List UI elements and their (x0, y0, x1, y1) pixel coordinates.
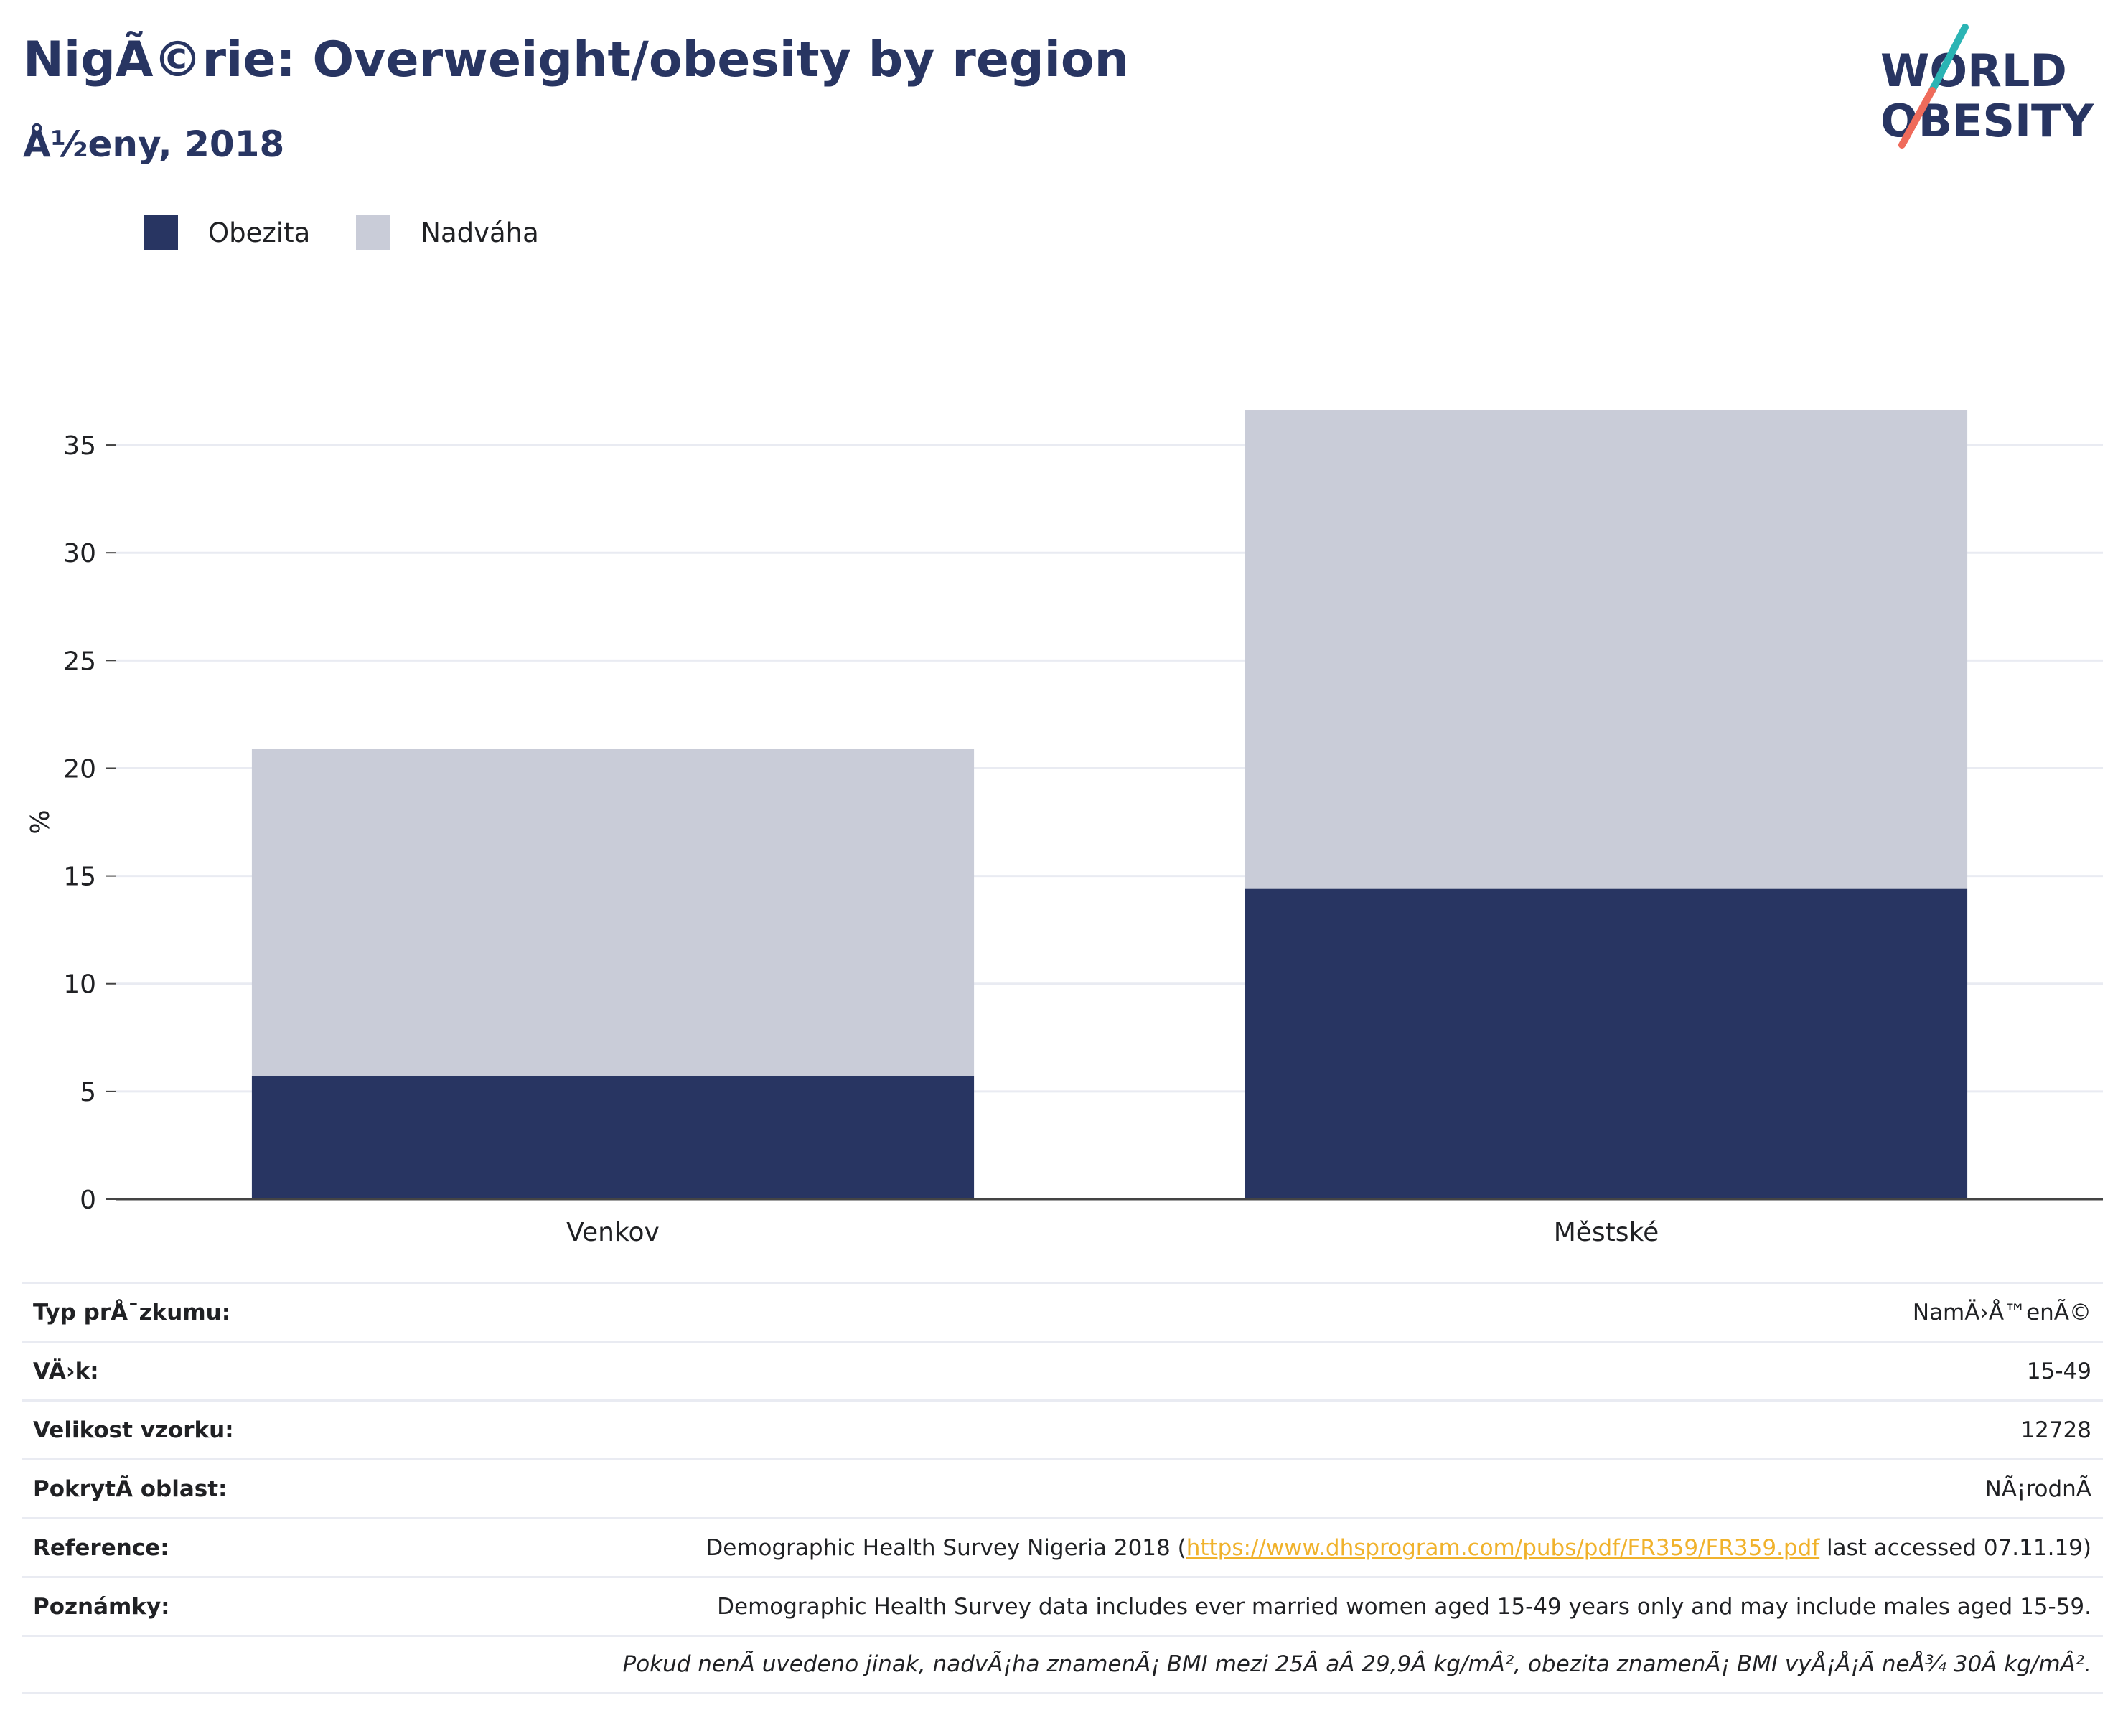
y-tick-label-35: 35 (63, 431, 96, 461)
bar-venkov-nadváha (251, 749, 975, 1076)
legend-label-obezita: Obezita (208, 217, 311, 248)
logo-line1: WORLD (1880, 44, 2067, 97)
x-tick-label-1: Městské (1554, 1218, 1659, 1247)
meta-label-sample-size: Velikost vzorku: (33, 1417, 234, 1443)
meta-label-coverage: PokrytÃ­ oblast: (33, 1475, 228, 1502)
y-tick-label-10: 10 (63, 970, 96, 1000)
meta-value-reference: Demographic Health Survey Nigeria 2018 (… (706, 1535, 2091, 1561)
y-tick-label-20: 20 (63, 754, 96, 784)
meta-label-age: VÄ›k: (33, 1358, 99, 1384)
meta-row-survey-type: Typ prÅ¯zkumu: NamÄ›Å™enÃ© (22, 1282, 2103, 1341)
y-tick-label-25: 25 (63, 647, 96, 676)
meta-row-age: VÄ›k: 15-49 (22, 1341, 2103, 1399)
meta-row-coverage: PokrytÃ­ oblast: NÃ¡rodnÃ­ (22, 1458, 2103, 1517)
legend-label-nadvaha: Nadváha (421, 217, 539, 248)
meta-label-notes: Poznámky: (33, 1593, 170, 1620)
meta-value-bmi-note: Pokud nenÃ­ uvedeno jinak, nadvÃ¡ha znam… (622, 1651, 2091, 1677)
meta-row-notes: Poznámky: Demographic Health Survey data… (22, 1576, 2103, 1635)
x-tick-label-0: Venkov (566, 1218, 660, 1247)
legend-item-nadvaha[interactable]: Nadváha (356, 215, 539, 250)
world-obesity-logo: WORLD OBESITY (1880, 24, 2094, 149)
logo-slash-coral (1898, 87, 1936, 149)
chart-subtitle: Å½eny, 2018 (23, 123, 285, 165)
meta-row-sample-size: Velikost vzorku: 12728 (22, 1399, 2103, 1458)
meta-row-bmi-note: Pokud nenÃ­ uvedeno jinak, nadvÃ¡ha znam… (22, 1635, 2103, 1694)
survey-details-table: Typ prÅ¯zkumu: NamÄ›Å™enÃ© VÄ›k: 15-49 V… (22, 1282, 2103, 1694)
meta-value-age: 15-49 (2026, 1358, 2091, 1384)
meta-row-reference: Reference: Demographic Health Survey Nig… (22, 1517, 2103, 1576)
legend-item-obezita[interactable]: Obezita (144, 215, 310, 250)
legend-swatch-nadvaha (356, 215, 391, 250)
chart-title: NigÃ©rie: Overweight/obesity by region (23, 32, 1130, 88)
bar-venkov-obezita (251, 1076, 975, 1199)
legend: Obezita Nadváha (144, 212, 585, 253)
stacked-bar-chart: 0 5 10 15 20 25 30 35 Venkov Městské% (26, 410, 2103, 1247)
y-tick-label-0: 0 (80, 1186, 96, 1215)
meta-label-survey-type: Typ prÅ¯zkumu: (33, 1299, 231, 1326)
meta-value-sample-size: 12728 (2020, 1417, 2091, 1443)
y-tick-label-15: 15 (63, 863, 96, 892)
reference-link[interactable]: https://www.dhsprogram.com/pubs/pdf/FR35… (1186, 1534, 1820, 1561)
meta-value-coverage: NÃ¡rodnÃ­ (1984, 1475, 2091, 1502)
legend-swatch-obezita (144, 215, 178, 250)
meta-label-reference: Reference: (33, 1534, 169, 1561)
reference-text-prefix: Demographic Health Survey Nigeria 2018 ( (706, 1534, 1186, 1561)
meta-value-survey-type: NamÄ›Å™enÃ© (1912, 1299, 2091, 1326)
y-tick-label-5: 5 (80, 1078, 96, 1107)
y-tick-label-30: 30 (63, 539, 96, 568)
bar-městské-nadváha (1245, 410, 1968, 889)
meta-value-notes: Demographic Health Survey data includes … (717, 1593, 2091, 1620)
logo-slash-teal (1928, 24, 1969, 94)
y-axis-label: % (26, 810, 55, 834)
bar-městské-obezita (1245, 888, 1968, 1199)
reference-text-suffix: last accessed 07.11.19) (1819, 1534, 2091, 1561)
